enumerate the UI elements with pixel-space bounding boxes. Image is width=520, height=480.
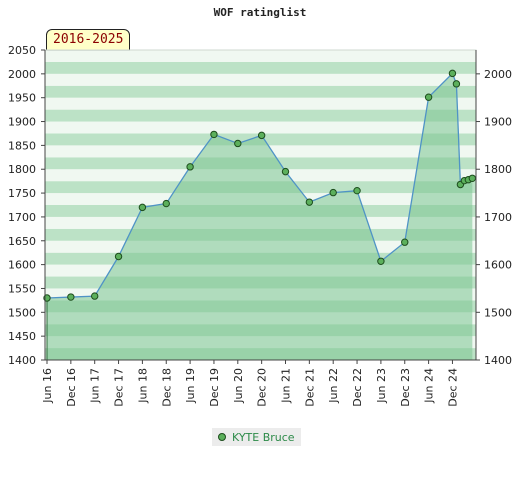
data-point	[91, 292, 99, 300]
background-band	[45, 109, 476, 122]
x-tick-label: Jun 17	[89, 368, 102, 404]
data-point	[448, 69, 457, 78]
x-tick-label: Dec 20	[256, 368, 269, 407]
x-tick-label: Jun 20	[232, 368, 245, 404]
x-tick-label: Dec 18	[160, 368, 173, 407]
data-point	[281, 167, 290, 176]
data-point	[234, 139, 242, 148]
y-tick-label-right: 1800	[484, 163, 512, 176]
background-band	[45, 73, 476, 86]
background-band	[45, 121, 476, 134]
x-tick-label: Jun 16	[41, 368, 54, 404]
data-point	[401, 238, 409, 246]
x-tick-label: Jun 24	[423, 368, 436, 404]
x-tick-label: Jun 21	[280, 368, 293, 404]
data-point	[305, 198, 314, 206]
x-tick-label: Dec 21	[303, 368, 316, 407]
y-tick-label-right: 1700	[484, 211, 512, 224]
legend: KYTE Bruce	[212, 428, 301, 446]
y-tick-label-left: 2050	[8, 44, 36, 57]
data-point	[424, 93, 433, 101]
background-band	[45, 50, 476, 62]
y-tick-label-right: 2000	[484, 68, 512, 81]
chart-title: WOF ratinglist	[213, 6, 307, 19]
data-point	[377, 257, 385, 265]
x-tick-label: Dec 17	[113, 368, 126, 407]
y-tick-label-left: 1500	[8, 306, 36, 319]
background-band	[45, 97, 476, 110]
data-point	[114, 252, 123, 261]
x-tick-label: Dec 16	[65, 368, 78, 407]
data-point	[468, 174, 477, 182]
y-tick-label-left: 1900	[8, 116, 36, 129]
y-tick-label-right: 1400	[484, 354, 512, 367]
legend-marker-icon	[218, 433, 226, 441]
y-tick-label-left: 1650	[8, 235, 36, 248]
y-tick-label-left: 1600	[8, 259, 36, 272]
legend-label: KYTE Bruce	[232, 430, 295, 444]
data-point	[162, 199, 170, 208]
x-tick-label: Jun 18	[136, 368, 149, 404]
data-point	[329, 188, 337, 197]
x-tick-label: Jun 23	[375, 368, 388, 404]
x-tick-label: Dec 24	[446, 368, 459, 407]
series-area	[47, 73, 473, 360]
y-tick-label-left: 1450	[8, 330, 36, 343]
x-tick-label: Jun 22	[327, 368, 340, 404]
x-tick-label: Dec 23	[399, 368, 412, 407]
data-point	[257, 131, 266, 140]
data-point	[353, 186, 361, 195]
data-point	[186, 163, 194, 171]
data-point	[452, 80, 461, 88]
y-tick-label-left: 2000	[8, 68, 36, 81]
y-tick-label-right: 1500	[484, 306, 512, 319]
y-tick-label-right: 1600	[484, 259, 512, 272]
data-point	[138, 203, 147, 212]
y-tick-label-left: 1850	[8, 139, 36, 152]
y-tick-label-left: 1750	[8, 187, 36, 200]
background-band	[45, 61, 476, 74]
y-tick-label-left: 1950	[8, 92, 36, 105]
y-tick-label-left: 1400	[8, 354, 36, 367]
x-tick-label: Dec 19	[208, 368, 221, 407]
y-tick-label-left: 1800	[8, 163, 36, 176]
data-point	[210, 130, 218, 139]
y-tick-label-left: 1700	[8, 211, 36, 224]
y-tick-label-right: 1900	[484, 116, 512, 129]
x-tick-label: Jun 19	[184, 368, 197, 404]
data-point	[67, 293, 75, 301]
background-band	[45, 85, 476, 98]
x-tick-label: Dec 22	[351, 368, 364, 407]
y-tick-label-left: 1550	[8, 282, 36, 295]
